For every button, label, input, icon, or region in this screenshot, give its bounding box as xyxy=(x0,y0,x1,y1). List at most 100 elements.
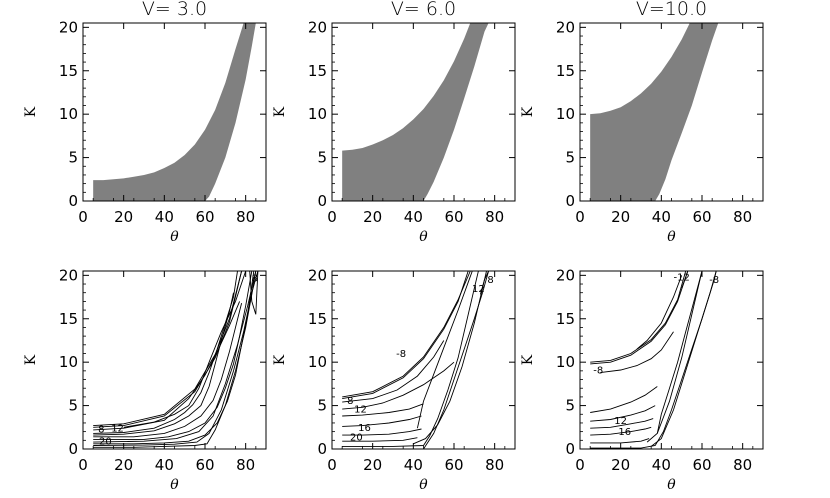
contour-line-11 xyxy=(93,271,259,446)
y-tick-label: 5 xyxy=(565,149,575,167)
x-axis-label: θ xyxy=(667,477,676,493)
panel-title: V= 3.0 xyxy=(142,0,207,20)
y-tick-label: 5 xyxy=(565,397,575,415)
contour-line-5 xyxy=(342,403,424,417)
x-tick-label: 80 xyxy=(733,208,752,226)
contour-label: 20 xyxy=(99,437,112,448)
contour-line-9 xyxy=(590,438,650,444)
contour-label: -8 xyxy=(593,365,603,376)
x-tick-label: 20 xyxy=(611,456,630,474)
contour-line-5 xyxy=(590,386,658,413)
y-tick-label: 10 xyxy=(308,353,327,371)
y-tick-label: 0 xyxy=(68,192,78,210)
panel-2: 0 20 40 60 80 0 5 10 15 20 θ K V= 6.0 xyxy=(272,0,516,245)
contour-label: 8 xyxy=(487,275,493,286)
contour-label: 16 xyxy=(358,423,371,434)
contour-line-9 xyxy=(342,271,479,447)
region-fill xyxy=(93,23,256,201)
contour-line-1 xyxy=(590,271,689,365)
contour-line-13 xyxy=(249,271,259,315)
y-tick-label: 15 xyxy=(59,310,78,328)
x-tick-label: 80 xyxy=(485,456,504,474)
region-fill xyxy=(342,23,489,201)
x-tick-label: 40 xyxy=(404,208,423,226)
contour-label: -12 xyxy=(673,273,689,284)
y-tick-label: 0 xyxy=(68,440,78,458)
x-tick-label: 60 xyxy=(195,456,214,474)
panel-title: V=10.0 xyxy=(636,0,707,20)
x-tick-label: 40 xyxy=(652,456,671,474)
y-tick-label: 0 xyxy=(565,440,575,458)
y-tick-label: 20 xyxy=(556,18,575,36)
contour-label: 20 xyxy=(350,432,363,443)
contour-line-2 xyxy=(93,271,243,428)
x-tick-label: 0 xyxy=(78,208,88,226)
contour-line-14 xyxy=(681,271,689,289)
x-tick-label: 60 xyxy=(444,208,463,226)
x-tick-label: 0 xyxy=(575,456,585,474)
contour-line-8 xyxy=(93,271,253,440)
contour-line-12 xyxy=(650,271,717,447)
contour-line-10 xyxy=(93,271,257,448)
y-tick-label: 5 xyxy=(68,149,78,167)
contour-label: 8 xyxy=(98,425,104,436)
y-tick-label: 15 xyxy=(556,62,575,80)
contour-line-3 xyxy=(342,340,445,403)
y-axis-label: K xyxy=(272,354,288,365)
y-tick-label: 20 xyxy=(308,18,327,36)
y-axis-label: K xyxy=(520,106,536,117)
contour-line-6 xyxy=(93,292,234,436)
contour-line-3 xyxy=(93,301,241,431)
x-tick-label: 40 xyxy=(155,456,174,474)
contour-line-7 xyxy=(93,302,243,438)
x-tick-label: 40 xyxy=(652,208,671,226)
y-tick-label: 10 xyxy=(59,105,78,123)
contour-line-13 xyxy=(479,271,490,295)
x-axis-label: θ xyxy=(419,229,428,245)
contour-line-4 xyxy=(342,361,455,410)
contour-label: 12 xyxy=(472,284,485,295)
x-tick-label: 20 xyxy=(114,456,133,474)
y-axis-label: K xyxy=(23,354,39,365)
contour-line-1 xyxy=(342,271,471,398)
contour-label: 16 xyxy=(618,427,631,438)
contour-line-12 xyxy=(93,271,257,443)
contour-label: 8 xyxy=(252,273,258,284)
contour-line-13 xyxy=(646,271,703,443)
y-tick-label: 20 xyxy=(308,266,327,284)
y-axis-label: K xyxy=(23,106,39,117)
x-tick-label: 60 xyxy=(692,208,711,226)
contour-line-10 xyxy=(590,271,717,449)
x-axis-label: θ xyxy=(419,477,428,493)
y-tick-label: 15 xyxy=(308,62,327,80)
x-tick-label: 0 xyxy=(78,456,88,474)
x-tick-label: 20 xyxy=(363,456,382,474)
x-tick-label: 60 xyxy=(444,456,463,474)
y-tick-label: 15 xyxy=(308,310,327,328)
x-tick-label: 20 xyxy=(611,208,630,226)
contour-label: 12 xyxy=(614,416,627,427)
contour-line-7 xyxy=(590,418,654,429)
y-tick-label: 15 xyxy=(59,62,78,80)
contour-label: -8 xyxy=(396,349,406,360)
contour-line-5 xyxy=(93,271,238,434)
contour-line-12 xyxy=(423,271,490,449)
contour-line-8 xyxy=(342,437,418,442)
y-tick-label: 15 xyxy=(556,310,575,328)
panel-1: 0 20 40 60 80 0 5 10 15 20 θ K V= 3.0 xyxy=(23,0,267,245)
contour-line-8 xyxy=(590,426,652,436)
y-axis-label: K xyxy=(272,106,288,117)
contour-line-11 xyxy=(413,271,487,445)
x-tick-label: 0 xyxy=(327,456,337,474)
y-tick-label: 10 xyxy=(556,353,575,371)
contour-line-3 xyxy=(636,275,683,350)
y-tick-label: 20 xyxy=(556,266,575,284)
x-tick-label: 80 xyxy=(485,208,504,226)
contour-line-2 xyxy=(342,271,469,400)
contour-line-9 xyxy=(93,271,255,445)
contour-line-10 xyxy=(416,271,473,429)
y-tick-label: 0 xyxy=(565,192,575,210)
x-tick-label: 80 xyxy=(733,456,752,474)
